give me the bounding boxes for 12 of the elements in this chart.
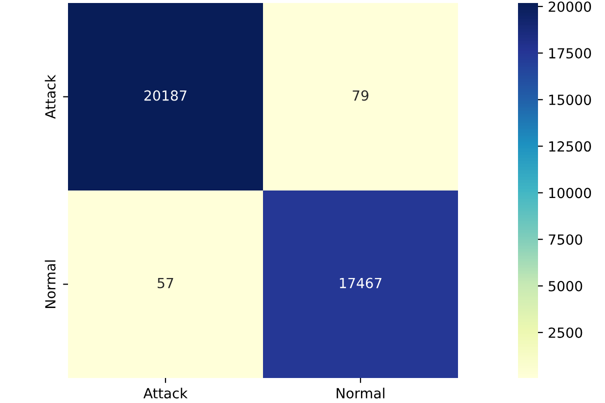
data-label: 20187: [144, 90, 186, 101]
color-bar-label: 2500: [548, 327, 582, 338]
color-bar-label: 5000: [548, 280, 582, 292]
color-bar-label: 20000: [548, 1, 591, 12]
data-label: 17467: [340, 278, 382, 288]
color-bar-label: 10000: [549, 188, 591, 198]
data-label: 79: [352, 90, 368, 101]
color-bar-label: 17500: [549, 48, 591, 59]
color-bar-label: 7500: [548, 234, 582, 245]
color-bar-label: 12500: [549, 141, 591, 152]
color-bar-label: 15000: [549, 94, 591, 106]
data-label: 57: [158, 278, 174, 288]
